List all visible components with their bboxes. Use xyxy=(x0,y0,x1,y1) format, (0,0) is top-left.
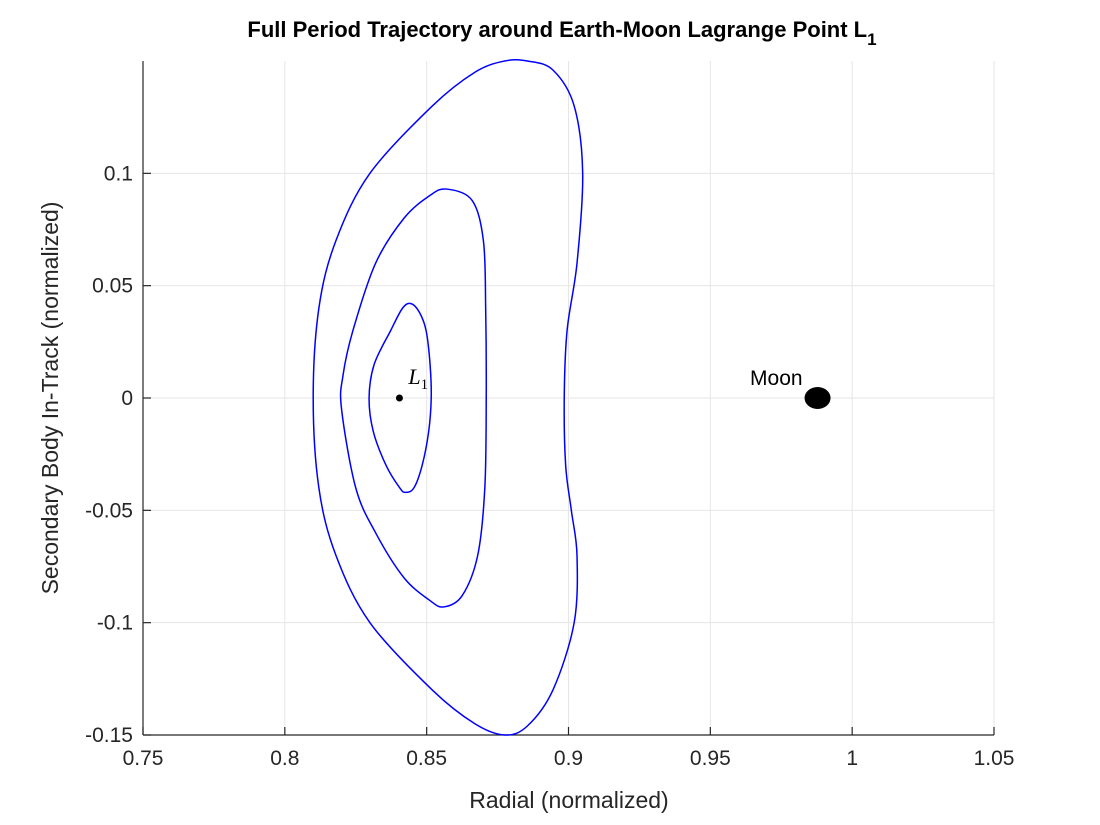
l1-label: L1 xyxy=(407,364,428,393)
chart-title: Full Period Trajectory around Earth-Moon… xyxy=(247,17,876,49)
x-tick-label: 0.75 xyxy=(123,747,164,770)
y-tick-label: 0 xyxy=(121,387,133,410)
tick-labels: 0.75 0.8 0.85 0.9 0.95 1 1.05 -0.15 -0.1 -0.05 0 0.… xyxy=(85,162,1014,770)
x-tick-label: 0.8 xyxy=(270,747,299,770)
l1-label-main: L xyxy=(407,364,420,389)
l1-point-marker xyxy=(395,394,403,402)
x-tick-label: 0.85 xyxy=(406,747,447,770)
y-tick-label: -0.15 xyxy=(85,724,133,747)
plot-area xyxy=(312,58,831,736)
y-tick-label: 0.1 xyxy=(104,162,133,185)
moon-marker xyxy=(804,387,831,409)
chart-title-main: Full Period Trajectory around Earth-Moon… xyxy=(247,17,867,42)
x-axis-label: Radial (normalized) xyxy=(469,787,668,813)
y-tick-label: -0.05 xyxy=(85,499,133,522)
l1-label-subscript: 1 xyxy=(421,377,429,393)
trajectory-orbit-2 xyxy=(339,188,488,608)
x-tick-label: 1 xyxy=(846,747,858,770)
moon-label: Moon xyxy=(750,367,803,390)
y-tick-label: 0.05 xyxy=(92,275,133,298)
grid xyxy=(142,61,995,736)
y-tick-label: -0.1 xyxy=(97,612,133,635)
chart-title-subscript: 1 xyxy=(867,30,876,49)
y-axis-label: Secondary Body In-Track (normalized) xyxy=(37,202,63,595)
axes xyxy=(142,61,995,736)
x-tick-label: 1.05 xyxy=(974,747,1015,770)
trajectory-orbit-3 xyxy=(312,58,584,736)
trajectory-orbit-1 xyxy=(368,302,433,494)
x-tick-label: 0.9 xyxy=(554,747,583,770)
x-tick-label: 0.95 xyxy=(690,747,731,770)
